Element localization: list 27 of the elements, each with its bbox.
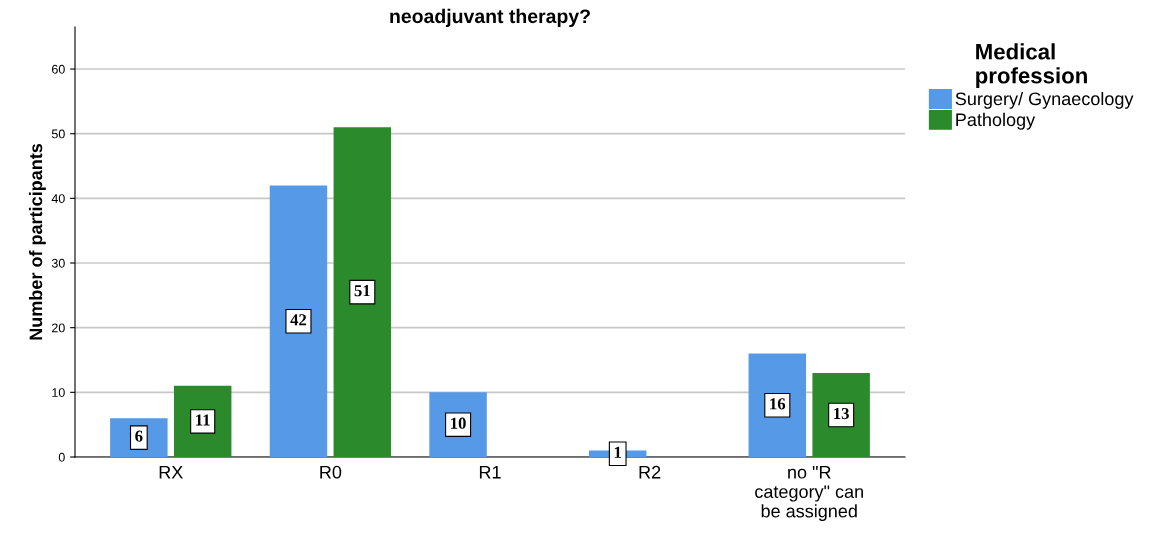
data-label: 42 (290, 314, 307, 326)
y-tick-label: 0 (58, 452, 65, 462)
y-tick-label: 50 (51, 129, 65, 139)
y-tick-label: 60 (52, 64, 65, 74)
data-label: 51 (354, 285, 370, 297)
y-axis-title: Number of participants (28, 143, 46, 340)
y-tick-label: 10 (52, 388, 65, 397)
x-tick-label: R0 (320, 465, 342, 479)
x-tick-label: R1 (479, 466, 501, 479)
data-label: 11 (196, 414, 210, 426)
y-tick-label: 20 (52, 323, 65, 333)
x-tick-label: RX (159, 466, 183, 479)
legend-label: Pathology (956, 112, 1036, 130)
legend-title: Medical profession (976, 43, 1087, 88)
x-tick-label: no "R category" can be assigned (755, 466, 863, 522)
bar (333, 127, 392, 457)
x-tick-label: R2 (639, 465, 661, 479)
data-label: 16 (770, 398, 786, 410)
bar (269, 185, 328, 457)
y-tick-label: 40 (51, 194, 65, 204)
data-label: 10 (451, 417, 466, 429)
data-label: 6 (135, 430, 143, 442)
data-label: 13 (834, 407, 849, 420)
legend-label: Surgery/ Gynaecology (955, 91, 1134, 109)
y-tick-label: 30 (51, 258, 65, 268)
chart-title: neoadjuvant therapy? (390, 8, 590, 27)
data-label: 1 (614, 446, 621, 458)
